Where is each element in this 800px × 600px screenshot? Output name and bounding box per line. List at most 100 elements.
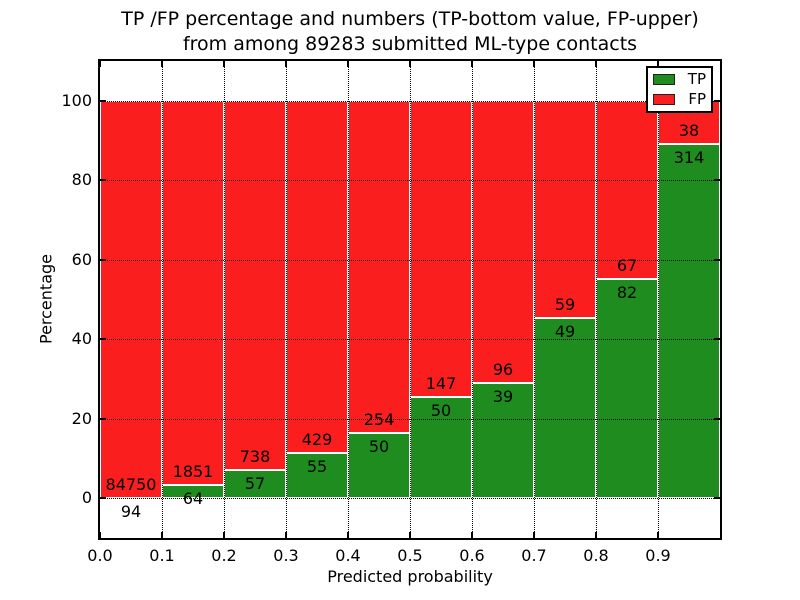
x-tick-mark [347,61,349,67]
tp-bar-segment [596,279,658,499]
x-gridline [410,61,411,538]
x-gridline [534,61,535,538]
y-tick-mark [714,497,720,500]
x-tick-mark [223,532,225,538]
y-tick-label: 20 [71,408,92,428]
x-tick-mark [347,532,349,538]
x-axis-label: Predicted probability [327,567,493,586]
x-tick-mark [99,61,101,67]
tp-count-label: 55 [306,457,328,477]
x-tick-mark [595,532,597,538]
y-tick-label: 0 [81,488,92,508]
x-tick-label: 0.0 [87,546,113,565]
x-tick-mark [595,61,597,67]
x-tick-mark [285,61,287,67]
fp-count-label: 429 [301,430,333,450]
x-tick-mark [657,61,659,67]
tp-count-label: 64 [182,488,204,508]
x-tick-label: 0.8 [583,546,609,565]
tp-count-label: 50 [368,436,390,456]
tp-legend-swatch [653,74,675,85]
y-tick-mark [100,258,106,261]
x-tick-mark [409,61,411,67]
x-tick-label: 0.2 [211,546,237,565]
x-tick-mark [471,61,473,67]
x-gridline [658,61,659,538]
x-tick-mark [409,532,411,538]
y-tick-mark [714,179,720,182]
fp-count-label: 1851 [172,461,214,481]
y-tick-mark [714,338,720,341]
tp-count-label: 50 [430,401,452,421]
legend-entry-fp: FP [653,92,706,107]
fp-count-label: 38 [678,120,700,140]
x-tick-label: 0.6 [459,546,485,565]
x-tick-label: 0.7 [521,546,547,565]
fp-count-label: 738 [239,446,271,466]
tp-bar-segment [348,432,410,499]
x-tick-label: 0.4 [335,546,361,565]
legend: TP FP [646,66,713,113]
x-gridline [162,61,163,538]
y-tick-mark [100,179,106,182]
y-gridline [100,498,720,500]
fp-bar-segment [410,100,472,398]
chart-title: TP /FP percentage and numbers (TP-bottom… [100,7,720,57]
y-tick-label: 80 [71,170,92,190]
tp-legend-label: TP [687,70,706,88]
tp-count-label: 39 [492,387,514,407]
y-gridline [100,259,720,261]
y-tick-label: 40 [71,329,92,349]
x-tick-label: 0.5 [397,546,423,565]
fp-bar-segment [224,100,286,470]
tp-bar-segment [286,453,348,499]
x-gridline [596,61,597,538]
y-gridline [100,339,720,341]
x-tick-mark [223,61,225,67]
fp-bar-segment [348,100,410,433]
fp-legend-label: FP [688,90,706,108]
x-tick-mark [285,532,287,538]
fp-count-label: 147 [425,374,457,394]
tp-bar-segment [534,317,596,499]
x-gridline [348,61,349,538]
x-tick-mark [533,532,535,538]
x-tick-label: 0.3 [273,546,299,565]
y-tick-mark [714,258,720,261]
x-tick-mark [99,532,101,538]
tp-count-label: 49 [554,321,576,341]
x-gridline [286,61,287,538]
x-tick-mark [471,532,473,538]
x-tick-label: 0.1 [149,546,175,565]
tp-count-label: 94 [120,501,142,521]
x-tick-mark [161,532,163,538]
tp-bar-segment [472,383,534,499]
y-tick-mark [100,497,106,500]
y-tick-label: 60 [71,249,92,269]
x-tick-mark [533,61,535,67]
y-gridline [100,418,720,420]
tp-count-label: 314 [673,147,705,167]
x-gridline [472,61,473,538]
x-tick-mark [161,61,163,67]
y-gridline [100,100,720,102]
y-gridline [100,180,720,182]
fp-bar-segment [162,100,224,485]
fp-bar-segment [472,100,534,384]
legend-entry-tp: TP [653,72,706,87]
fp-count-label: 84750 [105,474,157,494]
fp-bar-segment [596,100,658,280]
fp-count-label: 254 [363,409,395,429]
tp-bar-segment [658,143,720,499]
chart-title-line2: from among 89283 submitted ML-type conta… [182,33,638,55]
fp-count-label: 96 [492,360,514,380]
fp-bar-segment [100,100,162,498]
x-gridline [224,61,225,538]
y-tick-mark [100,417,106,420]
y-tick-mark [714,99,720,102]
fp-bar-segment [286,100,348,454]
tp-count-label: 82 [616,283,638,303]
fp-count-label: 67 [616,256,638,276]
y-tick-mark [100,99,106,102]
